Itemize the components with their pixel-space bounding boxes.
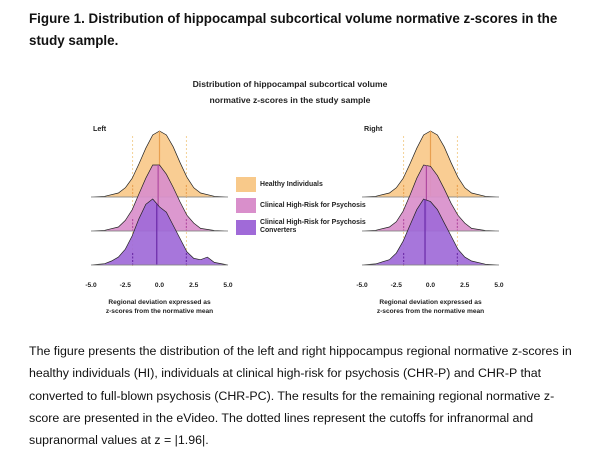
x-tick-label-left-3: 2.5 (189, 282, 198, 289)
legend-swatch-healthy (236, 177, 256, 192)
legend-label-chr-pc: Clinical High-Risk for Psychosis Convert… (260, 219, 366, 234)
legend-item-healthy: Healthy Individuals (236, 177, 366, 192)
x-tick-label-left-1: -2.5 (120, 282, 132, 289)
density-right-2 (361, 198, 500, 266)
x-tick-label-right-1: -2.5 (391, 282, 403, 289)
legend-swatch-chr-pc (236, 219, 256, 235)
x-tick-label-right-0: -5.0 (356, 282, 368, 289)
x-tick-label-right-3: 2.5 (460, 282, 469, 289)
density-left-2 (90, 198, 229, 266)
x-tick-label-right-2: 0.0 (426, 282, 435, 289)
legend-label-chr-p: Clinical High-Risk for Psychosis (260, 201, 366, 209)
density-right-1 (361, 164, 500, 232)
chart-title: Distribution of hippocampal subcortical … (140, 76, 440, 108)
x-tick-label-left-0: -5.0 (85, 282, 97, 289)
legend: Healthy Individuals Clinical High-Risk f… (236, 177, 366, 241)
description-text: The figure presents the distribution of … (29, 344, 572, 448)
x-axis-label-right-0: Regional deviation expressed as (379, 299, 482, 306)
x-axis-label-right-1: z-scores from the normative mean (377, 308, 484, 315)
x-tick-label-left-4: 5.0 (223, 282, 232, 289)
panel-label-left: Left (93, 124, 107, 133)
x-axis-label-left-1: z-scores from the normative mean (106, 308, 213, 315)
legend-item-chr-pc: Clinical High-Risk for Psychosis Convert… (236, 219, 366, 235)
chart-title-line-1: Distribution of hippocampal subcortical … (192, 79, 388, 89)
x-tick-label-left-2: 0.0 (155, 282, 164, 289)
figure-description: The figure presents the distribution of … (29, 340, 574, 451)
legend-label-healthy: Healthy Individuals (260, 180, 323, 188)
x-tick-label-right-4: 5.0 (494, 282, 503, 289)
figure-caption: Figure 1. Distribution of hippocampal su… (29, 11, 558, 48)
x-axis-label-left-0: Regional deviation expressed as (108, 299, 211, 306)
density-left-1 (90, 164, 229, 232)
chart-title-line-2: normative z-scores in the study sample (209, 95, 371, 105)
legend-swatch-chr-p (236, 198, 256, 213)
legend-item-chr-p: Clinical High-Risk for Psychosis (236, 198, 366, 213)
panel-label-right: Right (364, 124, 383, 133)
